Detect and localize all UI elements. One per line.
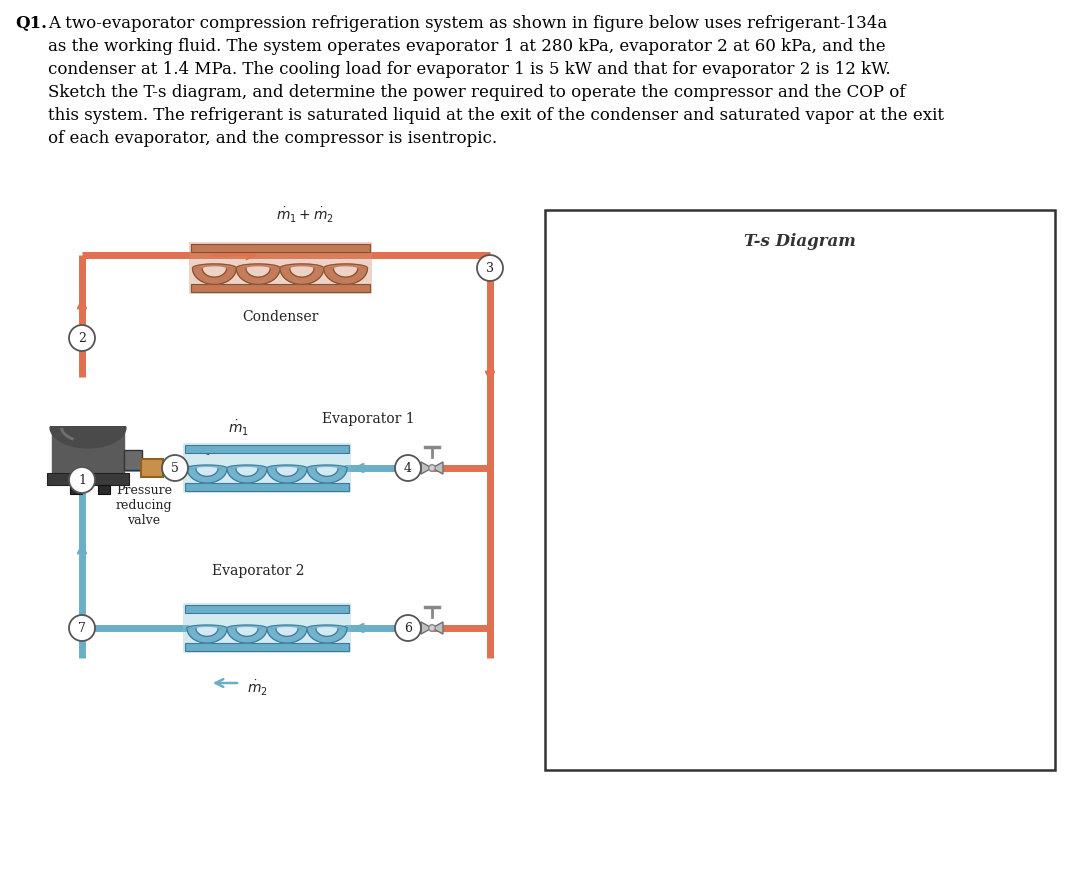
Polygon shape	[308, 468, 347, 483]
Polygon shape	[50, 427, 126, 448]
Text: Q1.: Q1.	[15, 15, 47, 32]
Circle shape	[69, 325, 95, 351]
Polygon shape	[267, 628, 308, 643]
Polygon shape	[308, 628, 347, 643]
Polygon shape	[324, 268, 368, 284]
Circle shape	[428, 465, 435, 472]
Bar	[191, 244, 369, 252]
Circle shape	[162, 455, 188, 481]
Text: $\dot{m}_1$: $\dot{m}_1$	[228, 419, 249, 438]
Bar	[47, 473, 129, 485]
Polygon shape	[267, 465, 308, 468]
Bar	[545, 210, 1055, 770]
Polygon shape	[308, 625, 347, 628]
Text: T-s Diagram: T-s Diagram	[745, 233, 856, 251]
Polygon shape	[308, 465, 347, 468]
Bar	[183, 603, 351, 653]
Polygon shape	[227, 468, 267, 483]
Text: 5: 5	[172, 461, 179, 474]
Polygon shape	[432, 622, 443, 634]
Polygon shape	[192, 268, 236, 284]
Polygon shape	[324, 264, 368, 268]
Polygon shape	[227, 465, 267, 468]
Text: A two-evaporator compression refrigeration system as shown in figure below uses : A two-evaporator compression refrigerati…	[47, 15, 887, 32]
Polygon shape	[187, 628, 227, 643]
Text: condenser at 1.4 MPa. The cooling load for evaporator 1 is 5 kW and that for eva: condenser at 1.4 MPa. The cooling load f…	[47, 61, 890, 78]
Circle shape	[477, 255, 503, 281]
Text: $\dot{m}_1 + \dot{m}_2$: $\dot{m}_1 + \dot{m}_2$	[276, 206, 334, 225]
Polygon shape	[52, 430, 124, 478]
Text: 7: 7	[78, 621, 86, 634]
Bar	[141, 459, 163, 477]
Text: Evaporator 1: Evaporator 1	[322, 412, 414, 426]
Bar	[185, 643, 349, 651]
Polygon shape	[187, 465, 227, 468]
Polygon shape	[267, 625, 308, 628]
Text: $\dot{m}_2$: $\dot{m}_2$	[247, 678, 268, 698]
Bar	[185, 605, 349, 613]
Bar	[124, 450, 142, 470]
Circle shape	[395, 615, 421, 641]
Bar	[183, 443, 351, 493]
Text: Pressure
reducing
valve: Pressure reducing valve	[115, 484, 173, 527]
Polygon shape	[227, 628, 267, 643]
Circle shape	[69, 615, 95, 641]
Polygon shape	[187, 468, 227, 483]
Text: Sketch the T-s diagram, and determine the power required to operate the compress: Sketch the T-s diagram, and determine th…	[47, 84, 905, 101]
Circle shape	[395, 455, 421, 481]
Text: of each evaporator, and the compressor is isentropic.: of each evaporator, and the compressor i…	[47, 130, 497, 147]
Polygon shape	[236, 264, 279, 268]
Text: this system. The refrigerant is saturated liquid at the exit of the condenser an: this system. The refrigerant is saturate…	[47, 107, 944, 124]
Bar	[185, 483, 349, 491]
Polygon shape	[279, 264, 324, 268]
Polygon shape	[192, 264, 236, 268]
Text: Evaporator 2: Evaporator 2	[211, 564, 304, 578]
Text: 2: 2	[78, 332, 86, 344]
Polygon shape	[187, 625, 227, 628]
Polygon shape	[227, 625, 267, 628]
Polygon shape	[421, 462, 432, 474]
Bar	[98, 485, 110, 494]
Polygon shape	[421, 622, 432, 634]
Text: 1: 1	[78, 473, 86, 487]
Text: as the working fluid. The system operates evaporator 1 at 280 kPa, evaporator 2 : as the working fluid. The system operate…	[47, 38, 886, 55]
Polygon shape	[236, 268, 279, 284]
Text: 4: 4	[404, 461, 412, 474]
Bar	[191, 284, 369, 292]
Circle shape	[428, 625, 435, 631]
Bar	[70, 485, 82, 494]
Polygon shape	[279, 268, 324, 284]
Polygon shape	[267, 468, 308, 483]
Bar	[185, 445, 349, 453]
Bar	[189, 242, 371, 295]
Text: 6: 6	[404, 621, 412, 634]
Text: Condenser: Condenser	[242, 310, 318, 324]
Circle shape	[69, 467, 95, 493]
Polygon shape	[432, 462, 443, 474]
Text: 3: 3	[486, 261, 494, 275]
